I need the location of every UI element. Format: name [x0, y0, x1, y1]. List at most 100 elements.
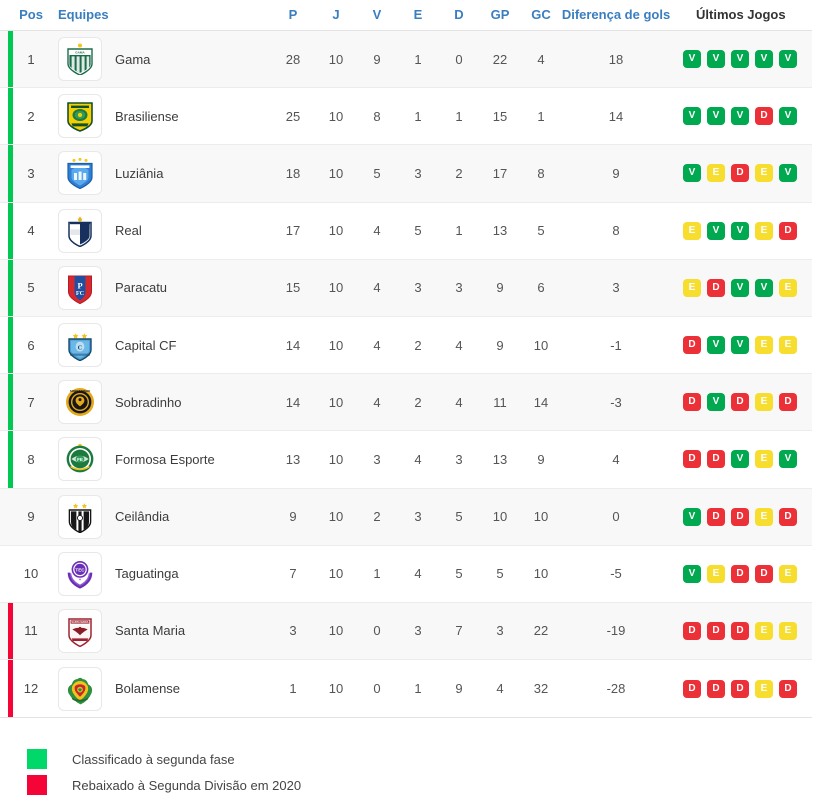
table-row[interactable]: 8 FE Formosa Esporte 13 10 3 4 3 13 9 4 D D V E V: [0, 431, 812, 489]
form-badge-d[interactable]: D: [707, 679, 725, 698]
form-badge-d[interactable]: D: [755, 107, 773, 126]
team-crest-icon[interactable]: P FC: [58, 265, 102, 310]
form-badge-d[interactable]: D: [755, 564, 773, 583]
form-badge-v[interactable]: V: [683, 564, 701, 583]
form-badge-e[interactable]: E: [755, 393, 773, 412]
team-name-link[interactable]: Sobradinho: [115, 394, 182, 410]
form-badge-v[interactable]: V: [683, 50, 701, 69]
column-header-team[interactable]: Equipes: [58, 7, 109, 22]
team-name-link[interactable]: Taguatinga: [115, 566, 179, 582]
table-row[interactable]: 6 C Capital CF 14 10 4 2 4 9 10 -1 D V V E E: [0, 316, 812, 375]
form-badge-e[interactable]: E: [755, 450, 773, 469]
form-badge-v[interactable]: V: [731, 450, 749, 469]
form-badge-e[interactable]: E: [755, 336, 773, 355]
table-row[interactable]: 10 TEC Taguatinga 7 10 1 4 5 5 10 -5 V E D D E: [0, 545, 812, 603]
form-badge-v[interactable]: V: [779, 450, 797, 469]
team-name-link[interactable]: Bolamense: [115, 681, 181, 697]
form-badge-v[interactable]: V: [731, 336, 749, 355]
form-badge-d[interactable]: D: [731, 507, 749, 526]
team-crest-icon[interactable]: [58, 208, 102, 253]
form-badge-d[interactable]: D: [683, 679, 701, 698]
form-badge-v[interactable]: V: [707, 107, 725, 126]
form-badge-v[interactable]: V: [731, 221, 749, 240]
form-badge-d[interactable]: D: [731, 564, 749, 583]
team-crest-icon[interactable]: [58, 494, 102, 539]
table-row[interactable]: 4 Real 17 10 4 5 1 13 5 8 E V V E D: [0, 202, 812, 260]
form-badge-v[interactable]: V: [683, 164, 701, 183]
team-crest-icon[interactable]: SOBRADINHO: [58, 380, 102, 425]
table-row[interactable]: 11 SANTA MARIA Santa Maria 3 10 0 3 7 3 22 -19 D D D E…: [0, 602, 812, 661]
form-badge-v[interactable]: V: [755, 278, 773, 297]
column-header-P[interactable]: P: [288, 7, 298, 22]
team-crest-icon[interactable]: FE: [58, 437, 102, 482]
team-name-link[interactable]: Santa Maria: [115, 623, 186, 639]
form-badge-v[interactable]: V: [683, 107, 701, 126]
form-badge-e[interactable]: E: [755, 621, 773, 640]
column-header-form[interactable]: Últimos Jogos: [696, 7, 786, 22]
column-header-V[interactable]: V: [372, 7, 382, 22]
form-badge-d[interactable]: D: [683, 621, 701, 640]
column-header-GC[interactable]: GC: [531, 7, 551, 22]
form-badge-v[interactable]: V: [707, 393, 725, 412]
form-badge-v[interactable]: V: [755, 50, 773, 69]
form-badge-d[interactable]: D: [707, 507, 725, 526]
table-row[interactable]: 3 Luziânia 18 10 5 3 2 17 8 9 V E D E V: [0, 145, 812, 203]
table-row[interactable]: 2 Brasiliense 25 10 8 1 1 15 1 14 V V V D V: [0, 88, 812, 146]
table-row[interactable]: 7 SOBRADINHO Sobradinho 14 10 4 2 4 11 14 -3 D V D E D: [0, 374, 812, 432]
form-badge-v[interactable]: V: [707, 336, 725, 355]
form-badge-d[interactable]: D: [779, 679, 797, 698]
form-badge-e[interactable]: E: [755, 164, 773, 183]
form-badge-e[interactable]: E: [779, 336, 797, 355]
form-badge-d[interactable]: D: [707, 450, 725, 469]
form-badge-d[interactable]: D: [779, 221, 797, 240]
table-row[interactable]: 12 Bolamense 1 10 0 1 9 4 32 -28 D D D E D: [0, 660, 812, 718]
table-row[interactable]: 1 GAMA Gama 28 10 9 1 0 22 4 18 V V V V V: [0, 31, 812, 89]
form-badge-e[interactable]: E: [707, 564, 725, 583]
column-header-E[interactable]: E: [413, 7, 423, 22]
column-header-J[interactable]: J: [332, 7, 340, 22]
team-crest-icon[interactable]: [58, 94, 102, 139]
team-crest-icon[interactable]: TEC: [58, 551, 102, 596]
form-badge-d[interactable]: D: [731, 621, 749, 640]
team-name-link[interactable]: Luziânia: [115, 165, 164, 181]
team-crest-icon[interactable]: SANTA MARIA: [58, 608, 102, 653]
form-badge-v[interactable]: V: [707, 221, 725, 240]
form-badge-v[interactable]: V: [731, 278, 749, 297]
form-badge-d[interactable]: D: [683, 450, 701, 469]
team-name-link[interactable]: Brasiliense: [115, 108, 179, 124]
team-name-link[interactable]: Capital CF: [115, 337, 177, 353]
form-badge-e[interactable]: E: [755, 507, 773, 526]
form-badge-d[interactable]: D: [683, 393, 701, 412]
form-badge-d[interactable]: D: [707, 621, 725, 640]
form-badge-d[interactable]: D: [683, 336, 701, 355]
team-name-link[interactable]: Paracatu: [115, 280, 168, 296]
team-name-link[interactable]: Formosa Esporte: [115, 451, 215, 467]
form-badge-e[interactable]: E: [755, 221, 773, 240]
form-badge-d[interactable]: D: [731, 164, 749, 183]
form-badge-e[interactable]: E: [779, 564, 797, 583]
form-badge-d[interactable]: D: [779, 393, 797, 412]
form-badge-d[interactable]: D: [779, 507, 797, 526]
form-badge-v[interactable]: V: [731, 107, 749, 126]
form-badge-v[interactable]: V: [779, 50, 797, 69]
team-name-link[interactable]: Gama: [115, 51, 151, 67]
column-header-pos[interactable]: Pos: [19, 7, 43, 22]
form-badge-e[interactable]: E: [683, 278, 701, 297]
team-crest-icon[interactable]: C: [58, 323, 102, 368]
form-badge-d[interactable]: D: [731, 679, 749, 698]
form-badge-v[interactable]: V: [779, 107, 797, 126]
form-badge-d[interactable]: D: [707, 278, 725, 297]
team-name-link[interactable]: Ceilândia: [115, 509, 170, 525]
team-crest-icon[interactable]: GAMA: [58, 37, 102, 82]
form-badge-v[interactable]: V: [683, 507, 701, 526]
form-badge-v[interactable]: V: [779, 164, 797, 183]
form-badge-e[interactable]: E: [779, 621, 797, 640]
table-row[interactable]: 9 Ceilândia 9 10 2 3 5 10 10 0 V D D E D: [0, 488, 812, 546]
team-name-link[interactable]: Real: [115, 223, 142, 239]
form-badge-e[interactable]: E: [707, 164, 725, 183]
form-badge-v[interactable]: V: [707, 50, 725, 69]
column-header-SG[interactable]: Diferença de gols: [561, 7, 671, 22]
form-badge-e[interactable]: E: [755, 679, 773, 698]
table-row[interactable]: 5 P FC Paracatu 15 10 4 3 3 9 6 3 E D V V E: [0, 259, 812, 317]
column-header-D[interactable]: D: [454, 7, 464, 22]
